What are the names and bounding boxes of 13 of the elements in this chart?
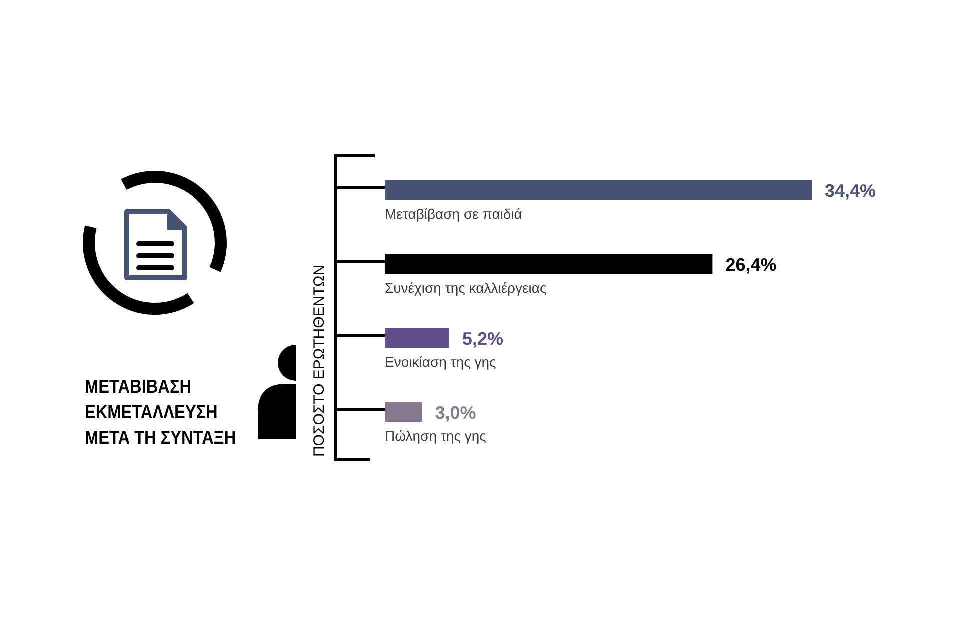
data-label: 26,4% xyxy=(726,255,777,275)
bar xyxy=(385,402,422,422)
text: ΜΕΤΑΒΙΒΑΣΗ ΕΚΜΕΤΑΛΛΕΥΣΗ ΜΕΤΑ ΤΗ ΣΥΝΤΑΞΗ xyxy=(85,376,236,448)
y-tick-label: Μεταβίβαση σε παιδιά xyxy=(385,206,522,222)
data-label: 5,2% xyxy=(462,329,504,349)
data-label: 34,4% xyxy=(825,181,876,201)
data-label: 3,0% xyxy=(435,403,476,423)
bar xyxy=(385,180,812,200)
y-tick-label: Ενοικίαση της γης xyxy=(385,354,496,370)
y-axis-title: ΠΟΣΟΣΤΟ ΕΡΩΤΗΘΕΝΤΩΝ xyxy=(311,264,328,458)
y-tick-label: Πώληση της γης xyxy=(385,428,487,444)
y-tick-label: Συνέχιση της καλλιέργειας xyxy=(385,280,547,296)
bar xyxy=(385,328,450,348)
